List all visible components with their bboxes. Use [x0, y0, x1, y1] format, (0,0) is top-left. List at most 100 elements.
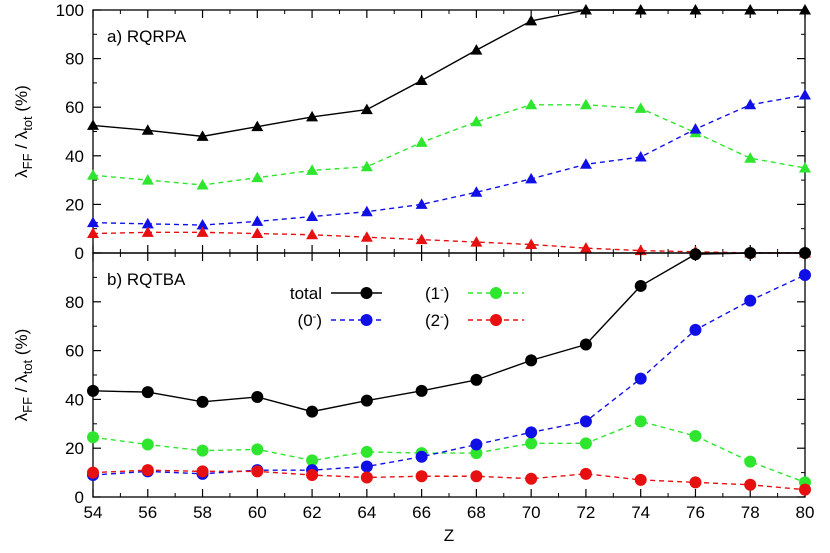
- panel-b: 0 20 40 60 80 54 56 58 60 62 64 66 68 70 72 74 76 78 80 Zb)…: [65, 247, 814, 545]
- data-point: [525, 238, 538, 249]
- data-point: [525, 14, 538, 26]
- data-point: [689, 123, 702, 134]
- legend-label-text: (0: [298, 311, 313, 330]
- data-point: [360, 160, 373, 172]
- x-tick-label: 80: [796, 503, 815, 522]
- data-point: [470, 115, 483, 127]
- data-point: [306, 110, 319, 122]
- data-point: [196, 130, 209, 141]
- data-point: [579, 158, 592, 169]
- x-tick-label: 60: [248, 503, 267, 522]
- data-point: [689, 4, 702, 15]
- data-point: [360, 394, 373, 407]
- x-tick-label: 54: [84, 503, 103, 522]
- data-point: [141, 464, 154, 477]
- data-point: [579, 415, 592, 428]
- series-1-: [87, 98, 811, 190]
- x-tick-label: 78: [741, 503, 760, 522]
- y-tick-label: 40: [65, 147, 84, 166]
- data-point: [744, 294, 757, 307]
- data-point: [141, 438, 154, 451]
- y-tick-label: 20: [65, 439, 84, 458]
- data-point: [470, 373, 483, 386]
- data-point: [470, 236, 483, 247]
- data-point: [306, 228, 319, 240]
- y-tick-label: 40: [65, 390, 84, 409]
- data-point: [141, 174, 154, 185]
- x-tick-label: 64: [357, 503, 376, 522]
- data-point: [360, 205, 373, 217]
- y-axis-title: λFF / λtot (%): [12, 329, 35, 422]
- x-tick-label: 56: [138, 503, 157, 522]
- y-axis-title: λFF / λtot (%): [12, 85, 35, 178]
- data-point: [579, 242, 592, 253]
- data-point: [196, 395, 209, 408]
- data-point: [87, 169, 99, 180]
- legend: total (1-)(0-) (2-): [290, 284, 524, 330]
- data-point: [415, 233, 428, 245]
- legend-label: (0-): [298, 311, 322, 330]
- data-point: [360, 103, 373, 115]
- series-total: [87, 4, 811, 141]
- data-point: [579, 4, 592, 15]
- data-point: [196, 465, 209, 478]
- data-point: [634, 151, 647, 162]
- y-tick-label: 0: [75, 488, 84, 507]
- y-tick-label: 80: [65, 293, 84, 312]
- data-point: [744, 455, 757, 468]
- data-point: [525, 472, 538, 485]
- data-point: [251, 443, 264, 456]
- x-tick-label: 58: [193, 503, 212, 522]
- legend-label-sup: -: [440, 284, 444, 296]
- data-point: [799, 4, 811, 15]
- y-tick-label: 80: [65, 50, 84, 69]
- data-point: [87, 431, 99, 444]
- legend-marker: [360, 287, 373, 299]
- data-point: [87, 216, 99, 228]
- series-line: [92, 104, 806, 186]
- data-point: [634, 473, 647, 486]
- data-point: [470, 438, 483, 451]
- data-point: [141, 124, 154, 135]
- data-point: [87, 119, 99, 130]
- data-point: [634, 415, 647, 428]
- panel-label: a) RQRPA: [107, 27, 187, 46]
- data-point: [525, 98, 538, 110]
- series-0-: [87, 89, 811, 230]
- y-axis-title-part: tot: [20, 116, 35, 131]
- data-point: [87, 466, 99, 479]
- data-point: [470, 447, 483, 460]
- y-axis-title-part: / λ: [12, 130, 31, 153]
- data-point: [579, 98, 592, 110]
- data-point: [196, 219, 209, 230]
- data-point: [689, 323, 702, 336]
- data-point: [579, 437, 592, 450]
- data-point: [415, 136, 428, 147]
- series-line: [92, 252, 805, 413]
- data-point: [799, 483, 811, 496]
- legend-marker: [490, 314, 502, 326]
- data-point: [744, 98, 757, 110]
- data-point: [306, 164, 319, 175]
- data-point: [306, 454, 319, 467]
- y-tick-label: 60: [65, 342, 84, 361]
- data-point: [744, 247, 757, 259]
- data-point: [415, 450, 428, 463]
- data-point: [415, 470, 428, 483]
- data-point: [634, 102, 647, 113]
- data-point: [306, 469, 319, 482]
- data-point: [251, 390, 264, 403]
- data-point: [141, 217, 154, 229]
- x-tick-label: 68: [467, 503, 486, 522]
- x-tick-label: 72: [576, 503, 595, 522]
- legend-marker: [360, 314, 373, 326]
- data-point: [251, 227, 264, 239]
- legend-label: (1-): [425, 284, 449, 303]
- legend-label-text: (2: [425, 311, 440, 330]
- panel-label: b) RQTBA: [107, 270, 186, 289]
- legend-label-tail: ): [316, 311, 322, 330]
- data-point: [196, 226, 209, 237]
- y-axis-title-part: λ: [12, 412, 31, 421]
- data-point: [634, 372, 647, 385]
